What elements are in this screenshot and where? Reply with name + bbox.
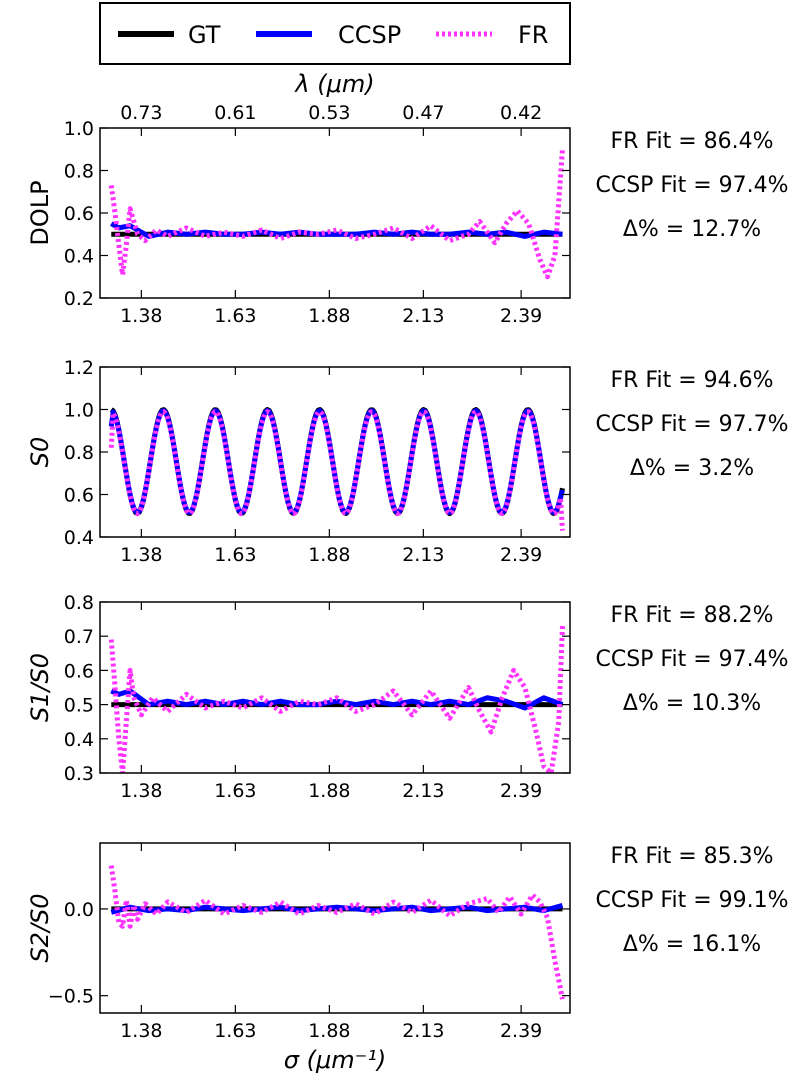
fit-annotation: Δ% = 10.3%: [623, 691, 761, 716]
panel-1: 0.2 0.4 0.6 0.8 1.0 1.38 1.63 1.88 2.13 2.39 0.73 0…: [26, 102, 789, 327]
panel-4: −0.5 0.0 1.38 1.63 1.88 2.13 2.39 S2/S0 FR Fit =…: [26, 842, 789, 1042]
fit-annotation: FR Fit = 85.3%: [610, 844, 773, 869]
legend-label-gt: GT: [188, 21, 221, 49]
y-axis-label: S2/S0: [26, 893, 54, 962]
fit-annotations: FR Fit = 94.6% CCSP Fit = 97.7% Δ% = 3.2%: [595, 368, 788, 481]
y-tick-label: 0.6: [64, 485, 94, 507]
plot-frame: [99, 842, 571, 1014]
x-tick-label: 2.13: [402, 1020, 444, 1042]
x-tick-label: 2.13: [402, 544, 444, 566]
fit-annotation: Δ% = 3.2%: [630, 456, 754, 481]
y-tick-label: 1.2: [64, 357, 94, 379]
series-fr-line: [108, 149, 565, 280]
x-tick-label: 1.38: [120, 544, 162, 566]
series-fr-line: [108, 625, 565, 773]
x-tick-label: 1.63: [214, 1020, 256, 1042]
x-tick-label: 1.38: [120, 780, 162, 802]
plot-area: [100, 843, 570, 1013]
series-ccsp-line: [108, 408, 565, 516]
panels: 0.2 0.4 0.6 0.8 1.0 1.38 1.63 1.88 2.13 2.39 0.73 0…: [26, 102, 789, 1042]
legend-label-fr: FR: [518, 21, 548, 49]
top-tick-label: 0.47: [402, 102, 444, 124]
y-tick-label: 0.4: [64, 246, 94, 268]
y-tick-label: 0.6: [64, 660, 94, 682]
fit-annotation: CCSP Fit = 97.4%: [595, 647, 788, 672]
y-tick-label: 0.7: [64, 626, 94, 648]
y-axis-label: DOLP: [26, 180, 54, 245]
panel-2: 0.4 0.6 0.8 1.0 1.2 1.38 1.63 1.88 2.13 2.39 S0 FR …: [26, 357, 789, 566]
plot-area: [100, 367, 570, 537]
x-tick-label: 1.63: [214, 544, 256, 566]
fit-annotation: CCSP Fit = 97.7%: [595, 412, 788, 437]
y-tick-label: −0.5: [48, 986, 94, 1008]
x-tick-label: 2.39: [500, 1020, 542, 1042]
top-tick-label: 0.42: [500, 102, 542, 124]
bottom-axis-label: σ (μm⁻¹): [284, 1046, 387, 1074]
plot-area: [100, 602, 570, 773]
plot-frame: [99, 601, 571, 774]
y-tick-label: 1.0: [64, 400, 94, 422]
x-tick-label: 2.39: [500, 305, 542, 327]
x-tick-label: 1.38: [120, 1020, 162, 1042]
y-tick-label: 0.4: [64, 527, 94, 549]
fit-annotation: CCSP Fit = 99.1%: [595, 888, 788, 913]
x-tick-label: 2.39: [500, 544, 542, 566]
fit-annotations: FR Fit = 88.2% CCSP Fit = 97.4% Δ% = 10.3%: [595, 603, 788, 716]
x-tick-label: 1.88: [308, 1020, 350, 1042]
x-tick-label: 1.63: [214, 780, 256, 802]
top-tick-label: 0.53: [308, 102, 350, 124]
fit-annotation: FR Fit = 88.2%: [610, 603, 773, 628]
fit-annotation: FR Fit = 86.4%: [610, 129, 773, 154]
series-ccsp-line: [110, 688, 564, 711]
fit-annotations: FR Fit = 86.4% CCSP Fit = 97.4% Δ% = 12.7%: [595, 129, 788, 242]
legend-label-ccsp: CCSP: [338, 21, 401, 49]
y-tick-label: 0.0: [64, 899, 94, 921]
x-tick-label: 1.88: [308, 780, 350, 802]
x-tick-label: 2.39: [500, 780, 542, 802]
x-tick-label: 1.63: [214, 305, 256, 327]
x-tick-label: 1.88: [308, 305, 350, 327]
legend: GT CCSP FR: [99, 2, 571, 65]
series-fr-line: [108, 409, 565, 531]
y-tick-label: 0.8: [64, 161, 94, 183]
fit-annotation: Δ% = 16.1%: [623, 932, 761, 957]
top-axis-label: λ (μm): [293, 70, 374, 98]
y-tick-label: 0.8: [64, 442, 94, 464]
fit-annotations: FR Fit = 85.3% CCSP Fit = 99.1% Δ% = 16.1%: [595, 844, 788, 957]
x-tick-label: 2.13: [402, 780, 444, 802]
x-tick-label: 2.13: [402, 305, 444, 327]
y-tick-label: 0.5: [64, 695, 94, 717]
y-tick-label: 1.0: [64, 118, 94, 140]
y-tick-label: 0.8: [64, 592, 94, 614]
fit-annotation: CCSP Fit = 97.4%: [595, 173, 788, 198]
series-fr-line: [108, 865, 565, 1000]
y-tick-label: 0.2: [64, 288, 94, 310]
y-tick-label: 0.4: [64, 729, 94, 751]
top-tick-label: 0.73: [120, 102, 162, 124]
y-axis-label: S1/S0: [26, 653, 54, 722]
x-tick-label: 1.38: [120, 305, 162, 327]
y-tick-label: 0.6: [64, 203, 94, 225]
y-axis-label: S0: [26, 437, 54, 468]
fit-annotation: FR Fit = 94.6%: [610, 368, 773, 393]
fit-annotation: Δ% = 12.7%: [623, 217, 761, 242]
y-tick-label: 0.3: [64, 763, 94, 785]
plot-area: [100, 128, 570, 298]
x-tick-label: 1.88: [308, 544, 350, 566]
top-tick-label: 0.61: [214, 102, 256, 124]
series-ccsp-line: [110, 221, 563, 239]
panel-3: 0.3 0.4 0.5 0.6 0.7 0.8 1.38 1.63 1.88 2.13 2.39 S1…: [26, 592, 789, 802]
